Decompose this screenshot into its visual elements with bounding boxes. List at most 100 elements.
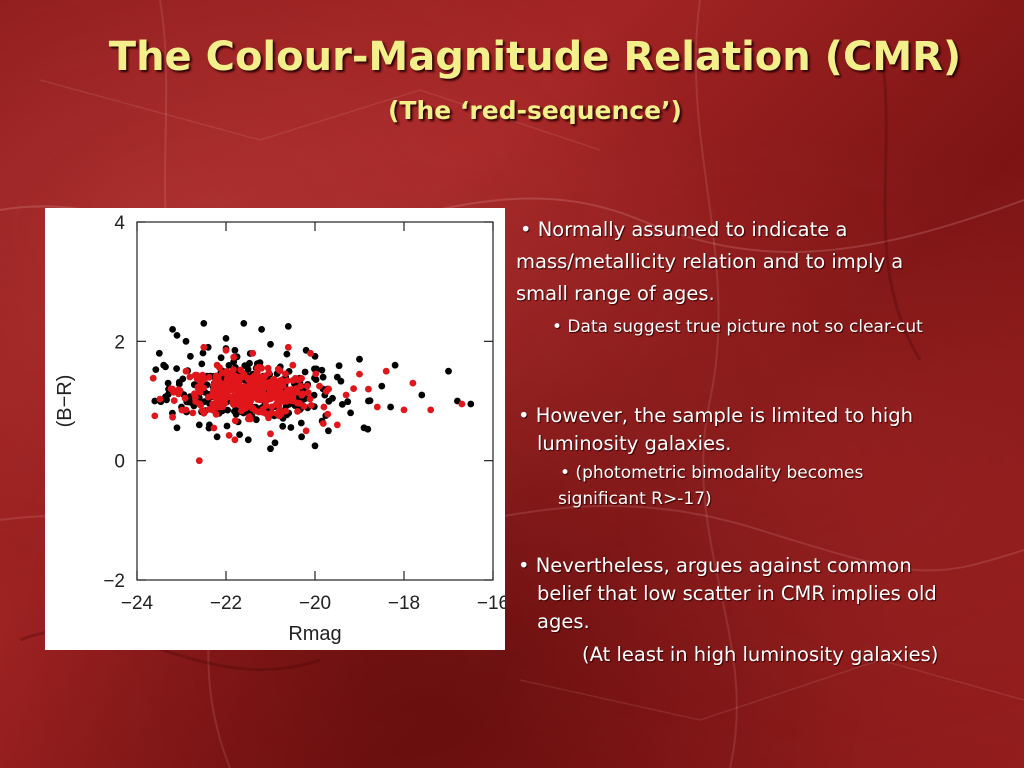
data-point-red — [262, 402, 270, 410]
data-point-black — [222, 335, 230, 342]
data-point-black — [173, 424, 181, 432]
data-point-red — [265, 414, 272, 422]
data-point-black — [195, 421, 203, 429]
bullet-3-line-1: • Nevertheless, argues against common — [518, 554, 912, 577]
data-point-red — [233, 400, 241, 408]
data-point-black — [333, 373, 341, 381]
data-point-red — [271, 379, 279, 387]
y-tick-label: 2 — [114, 332, 125, 353]
data-point-red — [205, 406, 213, 413]
data-point-black — [182, 337, 190, 345]
data-point-red — [267, 386, 274, 394]
data-point-black — [252, 416, 260, 424]
data-point-red — [283, 377, 291, 385]
data-point-red — [262, 397, 270, 405]
bullet-1-line-1: • Normally assumed to indicate a — [520, 218, 848, 241]
data-point-red — [458, 400, 466, 408]
data-point-red — [182, 406, 190, 414]
data-point-black — [467, 400, 475, 408]
data-point-red — [230, 366, 237, 373]
data-point-red — [282, 407, 290, 415]
data-point-black — [391, 361, 399, 369]
data-point-black — [160, 361, 168, 369]
data-point-red — [241, 387, 248, 395]
data-point-black — [338, 401, 346, 408]
bullet-2-line-1: • However, the sample is limited to high — [518, 404, 914, 427]
data-point-red — [289, 361, 297, 369]
data-point-red — [212, 378, 219, 385]
data-point-red — [312, 370, 320, 378]
data-point-black — [175, 378, 183, 386]
data-point-red — [218, 369, 226, 377]
data-point-red — [302, 427, 310, 435]
data-point-red — [287, 393, 295, 401]
data-point-black — [287, 424, 295, 431]
data-point-red — [356, 370, 363, 378]
data-point-black — [283, 350, 291, 358]
data-point-red — [299, 390, 306, 397]
data-point-red — [244, 415, 252, 423]
data-point-black — [271, 439, 279, 447]
data-point-red — [319, 420, 327, 427]
bullet-3-line-3: ages. — [537, 610, 590, 633]
x-axis-label: Rmag — [288, 623, 341, 645]
data-point-red — [181, 394, 189, 402]
y-tick-label: −2 — [103, 571, 125, 592]
slide-subtitle: (The ‘red-sequence’) — [388, 96, 682, 125]
data-point-black — [418, 391, 426, 399]
data-point-black — [335, 362, 343, 370]
data-point-red — [251, 372, 259, 380]
data-point-red — [409, 379, 417, 387]
data-point-black — [231, 346, 239, 354]
data-point-black — [198, 360, 206, 368]
data-point-black — [163, 396, 170, 404]
bullet-3-note: (At least in high luminosity galaxies) — [582, 643, 939, 666]
data-point-red — [300, 402, 308, 410]
data-point-red — [200, 409, 208, 417]
data-point-red — [169, 385, 176, 393]
y-tick-label: 4 — [114, 213, 125, 234]
data-point-black — [155, 349, 163, 357]
data-point-black — [267, 445, 274, 453]
bullet-3-line-2: belief that low scatter in CMR implies o… — [537, 582, 937, 605]
data-point-red — [230, 353, 238, 361]
data-point-black — [311, 442, 319, 450]
data-point-black — [360, 424, 368, 432]
data-point-red — [255, 379, 262, 387]
data-point-red — [307, 349, 314, 357]
data-point-red — [151, 412, 159, 420]
data-point-red — [199, 375, 207, 383]
data-point-black — [387, 403, 394, 411]
data-point-red — [175, 390, 182, 398]
data-point-black — [151, 397, 159, 405]
data-point-red — [253, 385, 261, 393]
data-point-red — [427, 406, 435, 414]
bullet-1-line-2: mass/metallicity relation and to imply a — [516, 250, 904, 273]
chart-panel: −24 −22 −20 −18 −16 −2 0 2 4 Rmag (B−R) — [45, 208, 505, 650]
data-point-red — [268, 403, 276, 411]
data-point-red — [258, 364, 265, 372]
data-point-black — [213, 433, 221, 441]
data-point-red — [282, 370, 289, 378]
data-point-red — [275, 402, 283, 410]
data-point-red — [365, 385, 372, 393]
data-point-red — [306, 395, 314, 403]
data-point-red — [220, 387, 228, 395]
data-point-black — [164, 391, 172, 398]
data-point-red — [259, 408, 266, 416]
data-point-red — [200, 343, 208, 351]
data-point-red — [277, 389, 285, 396]
data-point-red — [244, 374, 251, 382]
data-point-red — [382, 367, 390, 375]
data-point-red — [191, 371, 199, 379]
data-point-black — [241, 362, 249, 369]
data-point-red — [276, 412, 283, 420]
data-point-black — [356, 355, 363, 363]
data-point-red — [320, 403, 328, 411]
data-point-red — [208, 392, 215, 400]
data-point-black — [325, 397, 333, 405]
data-point-red — [236, 383, 244, 391]
data-point-red — [231, 436, 239, 444]
data-point-red — [222, 346, 230, 354]
